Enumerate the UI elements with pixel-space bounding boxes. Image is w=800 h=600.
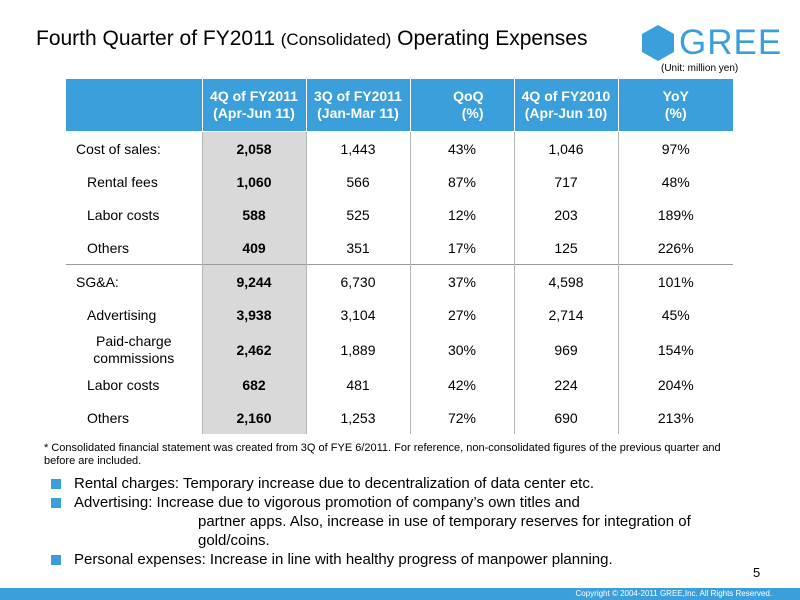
column-header: 3Q of FY2011 (Jan-Mar 11) bbox=[305, 79, 410, 132]
bullet-rental: Rental charges: Temporary increase due t… bbox=[50, 474, 691, 493]
footer-bar: Copyright © 2004-2011 GREE,Inc. All Righ… bbox=[0, 588, 800, 600]
copyright: Copyright © 2004-2011 GREE,Inc. All Righ… bbox=[575, 589, 772, 598]
table-cell: 48% bbox=[617, 165, 733, 198]
table-cell: 27% bbox=[409, 298, 514, 331]
row-label: Advertising bbox=[87, 306, 157, 323]
unit-label: (Unit: million yen) bbox=[661, 63, 739, 74]
table-cell: 1,443 bbox=[305, 131, 410, 165]
table-cell: 588 bbox=[201, 198, 306, 231]
column-header: QoQ (%) bbox=[409, 79, 514, 132]
table-cell: 969 bbox=[513, 331, 618, 368]
table-row: Others 409 351 17% 125 226% bbox=[66, 231, 733, 265]
table-cell: 30% bbox=[409, 331, 514, 368]
table-cell: 224 bbox=[513, 368, 618, 401]
bullet-personal: Personal expenses: Increase in line with… bbox=[50, 550, 691, 569]
table-header-row: 4Q of FY2011 (Apr-Jun 11) 3Q of FY2011 (Ja… bbox=[66, 79, 733, 132]
table-cell: 2,714 bbox=[513, 298, 618, 331]
bullet-list: Rental charges: Temporary increase due t… bbox=[50, 474, 691, 569]
table-cell: 154% bbox=[617, 331, 733, 368]
table-cell: 6,730 bbox=[305, 264, 410, 298]
table-row: Others 2,160 1,253 72% 690 213% bbox=[66, 401, 733, 434]
page-title: Fourth Quarter of FY2011 (Consolidated) … bbox=[36, 27, 587, 51]
page-number: 5 bbox=[753, 565, 761, 580]
row-label: Labor costs bbox=[87, 376, 160, 393]
table-row: SG&A: 9,244 6,730 37% 4,598 101% bbox=[66, 264, 733, 298]
table-cell: 3,938 bbox=[201, 298, 306, 331]
column-header: YoY (%) bbox=[617, 79, 733, 132]
table-row: Cost of sales: 2,058 1,443 43% 1,046 97% bbox=[66, 131, 733, 165]
bullet-advertising: Advertising: Increase due to vigorous pr… bbox=[50, 493, 691, 550]
table-cell: 17% bbox=[409, 231, 514, 265]
table-cell: 97% bbox=[617, 131, 733, 165]
row-label: Rental fees bbox=[87, 173, 158, 190]
square-bullet-icon bbox=[51, 498, 61, 508]
table-cell: 2,462 bbox=[201, 331, 306, 368]
row-label: Cost of sales: bbox=[76, 140, 161, 157]
table-cell: 525 bbox=[305, 198, 410, 231]
table-cell: 1,253 bbox=[305, 401, 410, 434]
table-cell: 409 bbox=[201, 231, 306, 265]
row-label: Others bbox=[87, 409, 130, 426]
logo-text: GREE bbox=[679, 23, 783, 62]
table-cell: 717 bbox=[513, 165, 618, 198]
column-header: 4Q of FY2011 (Apr-Jun 11) bbox=[201, 79, 306, 132]
square-bullet-icon bbox=[51, 555, 61, 565]
table-cell: 2,160 bbox=[201, 401, 306, 434]
table-cell: 1,046 bbox=[513, 131, 618, 165]
gree-logo: GREE bbox=[641, 24, 782, 62]
table-row: Paid-charge commissions 2,462 1,889 30% 9… bbox=[66, 331, 733, 368]
table-cell: 9,244 bbox=[201, 264, 306, 298]
table-cell: 87% bbox=[409, 165, 514, 198]
table-cell: 682 bbox=[201, 368, 306, 401]
table-cell: 4,598 bbox=[513, 264, 618, 298]
table-cell: 226% bbox=[617, 231, 733, 265]
title-main: Fourth Quarter of FY2011 bbox=[36, 27, 275, 50]
table-cell: 42% bbox=[409, 368, 514, 401]
table-cell: 213% bbox=[617, 401, 733, 434]
gree-hexagon-logo-icon bbox=[642, 25, 674, 61]
table-row: Advertising 3,938 3,104 27% 2,714 45% bbox=[66, 298, 733, 331]
operating-expenses-table: 4Q of FY2011 (Apr-Jun 11) 3Q of FY2011 (Ja… bbox=[66, 79, 733, 434]
column-header: 4Q of FY2010 (Apr-Jun 10) bbox=[513, 79, 618, 132]
table-cell: 204% bbox=[617, 368, 733, 401]
table-cell: 203 bbox=[513, 198, 618, 231]
table-cell: 481 bbox=[305, 368, 410, 401]
table-row: Labor costs 588 525 12% 203 189% bbox=[66, 198, 733, 231]
table-cell: 690 bbox=[513, 401, 618, 434]
footnote: * Consolidated financial statement was c… bbox=[44, 442, 721, 467]
table-row: Rental fees 1,060 566 87% 717 48% bbox=[66, 165, 733, 198]
row-label: Labor costs bbox=[87, 206, 160, 223]
table-cell: 2,058 bbox=[201, 131, 306, 165]
table-cell: 1,060 bbox=[201, 165, 306, 198]
table-cell: 351 bbox=[305, 231, 410, 265]
table-cell: 12% bbox=[409, 198, 514, 231]
table-cell: 45% bbox=[617, 298, 733, 331]
row-label: Others bbox=[87, 239, 130, 256]
title-end: Operating Expenses bbox=[397, 27, 588, 50]
table-cell: 43% bbox=[409, 131, 514, 165]
row-label: Paid-charge commissions bbox=[93, 332, 175, 366]
header-empty bbox=[66, 79, 202, 132]
table-cell: 566 bbox=[305, 165, 410, 198]
title-sub: (Consolidated) bbox=[280, 30, 392, 49]
table-cell: 189% bbox=[617, 198, 733, 231]
table-cell: 1,889 bbox=[305, 331, 410, 368]
table-cell: 101% bbox=[617, 264, 733, 298]
table-cell: 125 bbox=[513, 231, 618, 265]
table-cell: 3,104 bbox=[305, 298, 410, 331]
row-label: SG&A: bbox=[66, 264, 202, 298]
square-bullet-icon bbox=[51, 479, 61, 489]
table-cell: 37% bbox=[409, 264, 514, 298]
table-row: Labor costs 682 481 42% 224 204% bbox=[66, 368, 733, 401]
table-cell: 72% bbox=[409, 401, 514, 434]
